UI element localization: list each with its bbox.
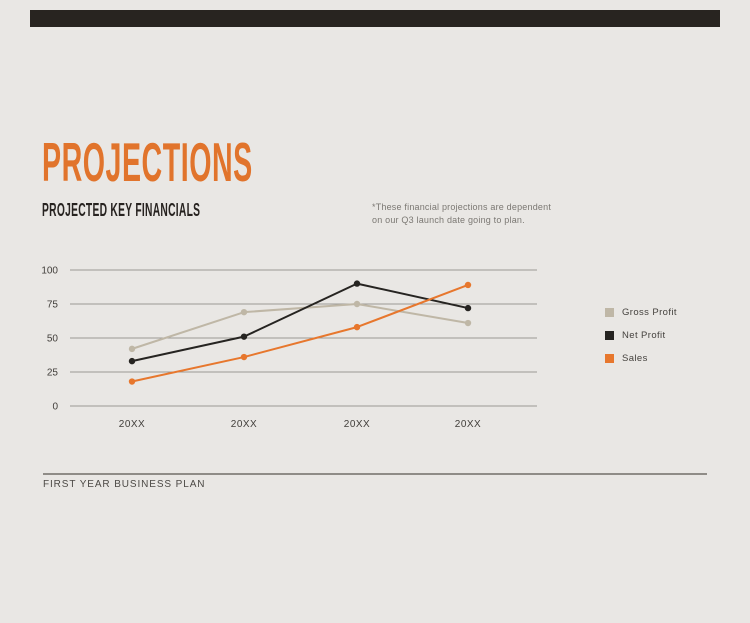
y-tick-label-50: 50 [47,334,59,345]
page-subtitle-text: PROJECTED KEY FINANCIALS [42,200,201,220]
y-tick-label-100: 100 [41,266,58,277]
page-subtitle: PROJECTED KEY FINANCIALS [42,201,320,219]
x-tick-label-1: 20XX [231,419,257,430]
x-tick-label-3: 20XX [455,419,481,430]
legend-item-sales: Sales [605,352,677,364]
footnote: *These financial projections are depende… [372,201,551,227]
x-tick-label-2: 20XX [344,419,370,430]
data-point-sales-0 [128,378,136,385]
data-point-net-profit-3 [464,304,472,312]
chart-legend: Gross Profit Net Profit Sales [605,307,677,376]
y-tick-label-25: 25 [47,368,59,379]
data-point-gross-profit-1 [240,308,248,316]
y-tick-label-75: 75 [47,300,59,311]
series-line-sales [131,284,469,383]
legend-item-gross-profit: Gross Profit [605,306,677,318]
data-point-gross-profit-3 [464,319,472,327]
footnote-line-2: on our Q3 launch date going to plan. [372,215,525,225]
data-point-sales-3 [464,281,472,289]
legend-swatch-icon [605,330,614,340]
footnote-line-1: *These financial projections are depende… [372,202,552,212]
top-accent-bar [30,10,720,27]
page-title-text: PROJECTIONS [42,131,253,193]
legend-swatch-icon [605,353,614,363]
data-point-gross-profit-0 [128,345,136,353]
data-point-sales-1 [240,353,248,361]
series-line-gross-profit [131,303,469,350]
data-point-net-profit-1 [240,333,248,340]
legend-label: Net Profit [622,329,666,341]
data-point-sales-2 [353,323,361,331]
legend-item-net-profit: Net Profit [605,329,677,341]
page-title: PROJECTIONS [42,135,447,190]
x-tick-label-0: 20XX [119,419,145,430]
legend-swatch-icon [605,307,614,317]
data-point-net-profit-2 [353,280,361,287]
legend-label: Sales [622,352,648,364]
data-point-net-profit-0 [128,357,136,365]
legend-label: Gross Profit [622,306,677,318]
footer-divider [43,473,707,475]
footer-label: FIRST YEAR BUSINESS PLAN [43,479,206,490]
y-tick-label-0: 0 [52,402,58,413]
series-line-net-profit [131,282,469,363]
data-point-gross-profit-2 [353,300,361,308]
